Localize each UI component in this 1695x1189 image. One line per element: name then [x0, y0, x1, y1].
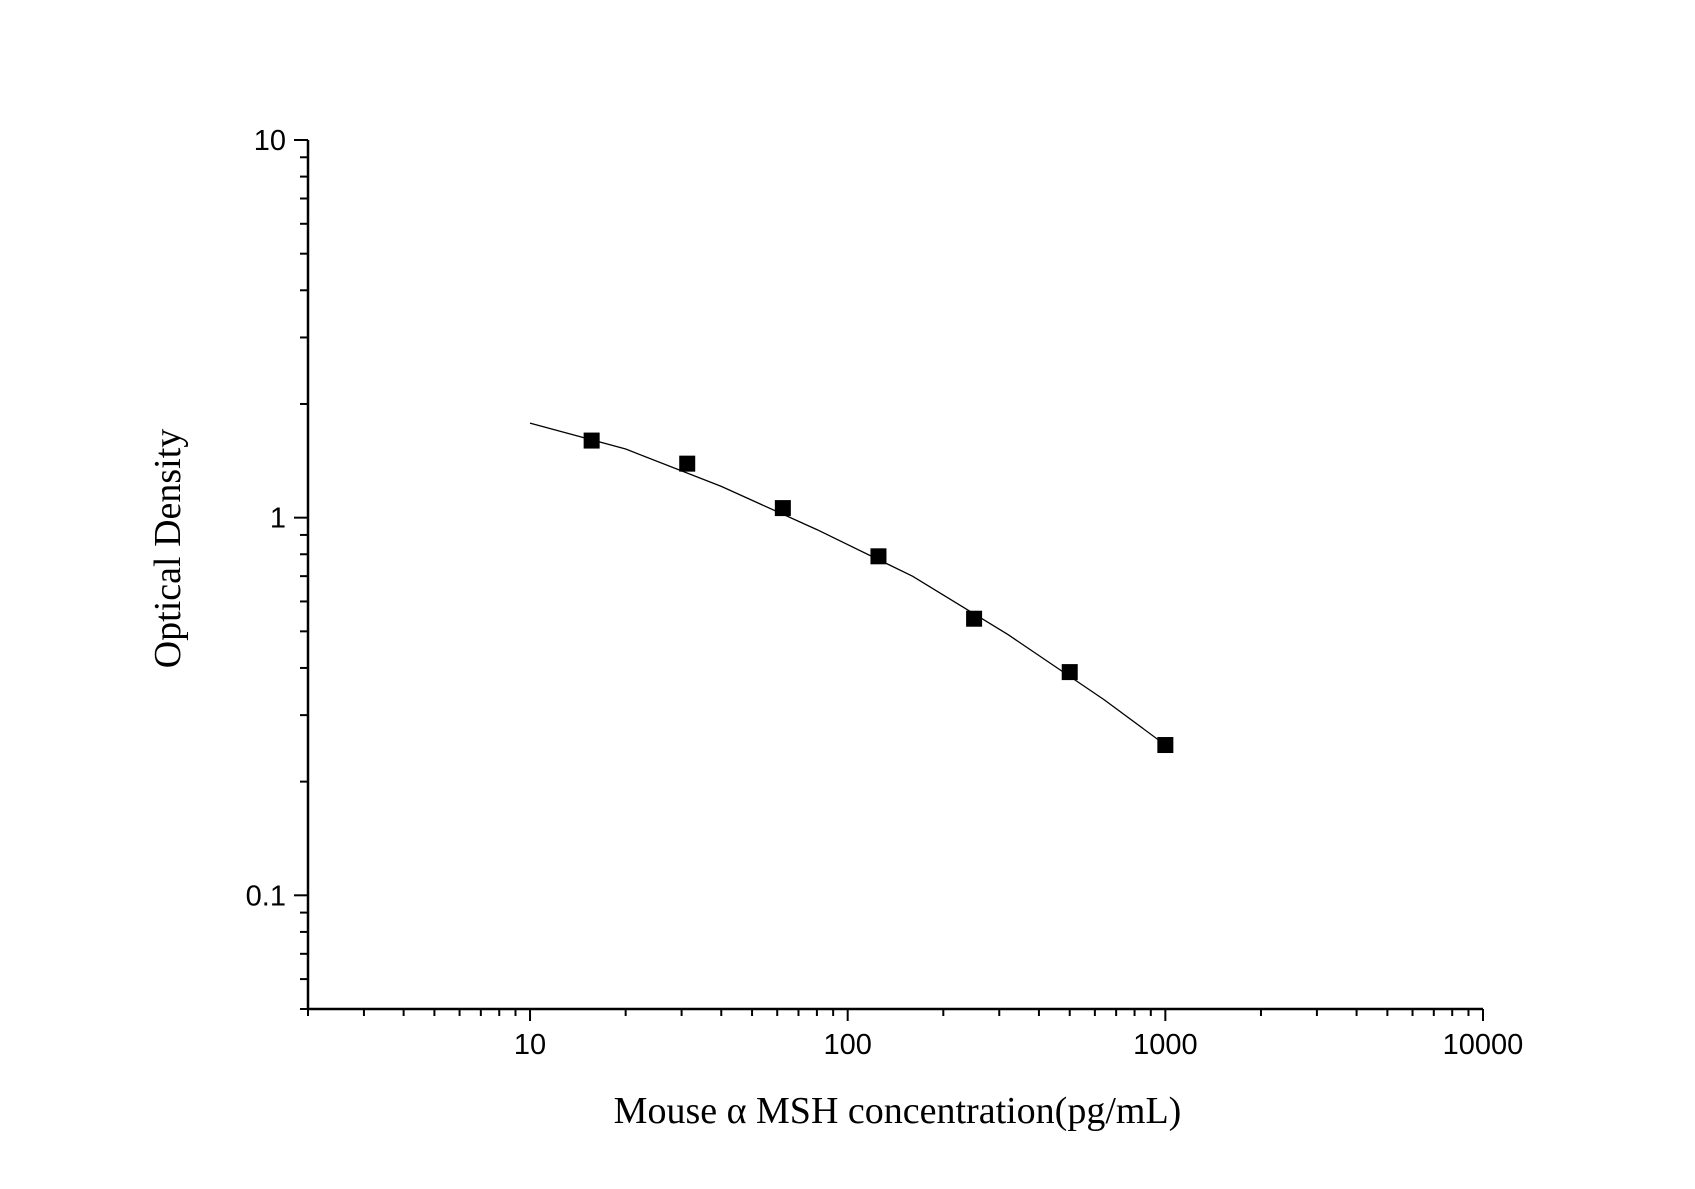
- y-tick-label: 1: [270, 503, 286, 535]
- x-tick-label: 10: [514, 1029, 546, 1061]
- y-tick-label: 0.1: [246, 880, 286, 912]
- x-tick-label: 1000: [1133, 1029, 1198, 1061]
- ticks: [294, 139, 1484, 1021]
- data-point: [870, 548, 887, 565]
- y-tick-label: 10: [254, 125, 286, 157]
- data-point: [966, 610, 983, 627]
- data-point: [1061, 664, 1078, 681]
- x-tick-label: 10000: [1443, 1029, 1524, 1061]
- data-point: [1157, 737, 1174, 754]
- fit-curve: [529, 422, 1166, 746]
- fit-curve-group: [529, 422, 1166, 746]
- x-tick-label: 100: [823, 1029, 871, 1061]
- x-axis-title: Mouse α MSH concentration(pg/mL): [614, 1090, 1182, 1132]
- data-point: [583, 432, 600, 449]
- axes: [306, 140, 1483, 1011]
- y-axis-title: Optical Density: [147, 429, 189, 669]
- data-point: [774, 500, 791, 517]
- data-point: [679, 455, 696, 472]
- tick-labels: 10 100 1000 10000 0.1 1 10: [246, 125, 1524, 1061]
- data-points: [583, 432, 1174, 754]
